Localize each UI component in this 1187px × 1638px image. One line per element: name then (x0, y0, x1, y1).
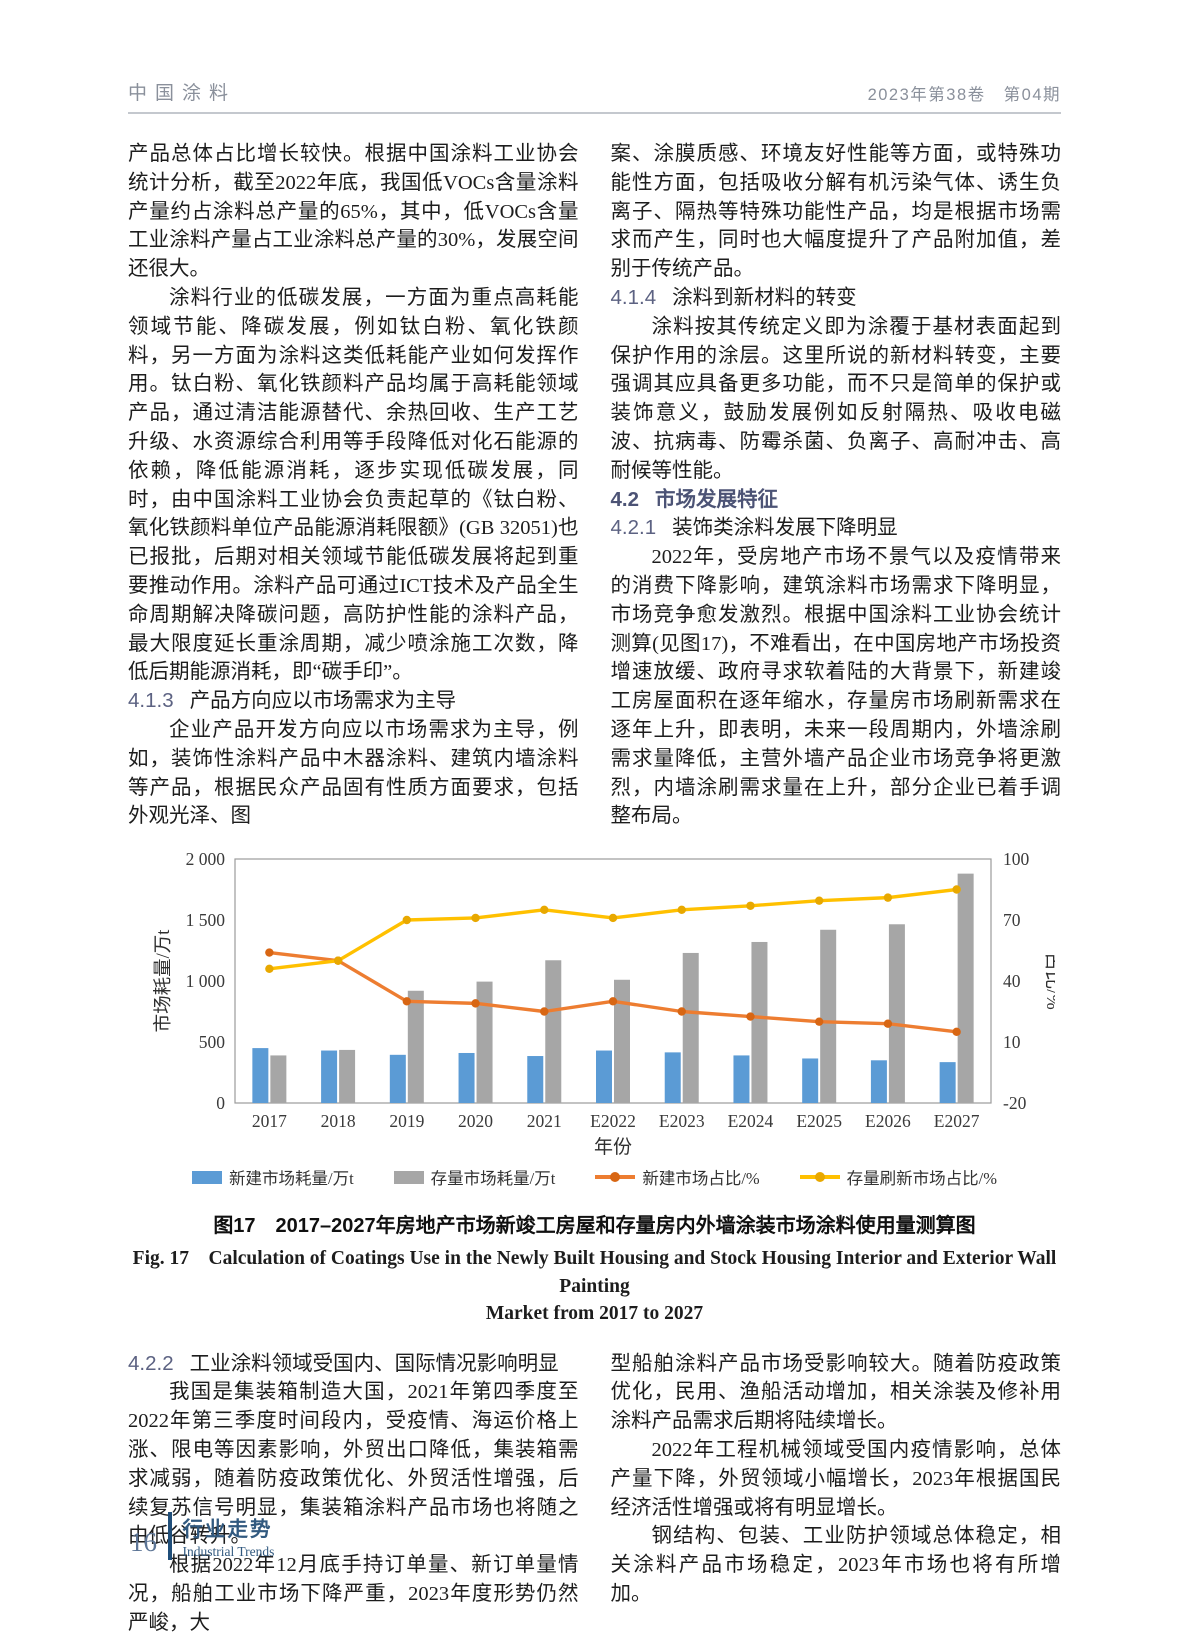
section-number: 4.1.3 (128, 689, 174, 713)
paragraph: 钢结构、包装、工业防护领域总体稳定，相关涂料产品市场稳定，2023年市场也将有所… (610, 1525, 1062, 1605)
issue-info: 2023年第38卷 第04期 (867, 86, 1061, 104)
paragraph: 根据2022年12月底手持订单量、新订单量情况，船舶工业市场下降严重，2023年… (128, 1554, 579, 1634)
svg-text:E2023: E2023 (658, 1111, 704, 1131)
section-heading-421: 4.2.1 装饰类涂料发展下降明显 (611, 514, 1062, 543)
svg-text:0: 0 (216, 1093, 225, 1113)
paragraph: 2022年工程机械领域受国内疫情影响，总体产量下降，外贸领域小幅增长，2023年… (610, 1439, 1062, 1519)
svg-text:1 500: 1 500 (185, 910, 225, 930)
svg-text:市场耗量/万t: 市场耗量/万t (153, 929, 174, 1033)
figure-caption-en-line2: Market from 2017 to 2027 (485, 1303, 704, 1325)
legend-swatch-line (799, 1172, 840, 1183)
svg-text:2017: 2017 (251, 1111, 286, 1131)
legend-label: 存量市场耗量/万t (430, 1169, 556, 1189)
section-title: 产品方向应以市场需求为主导 (189, 690, 457, 713)
figure17-chart: 0 500 1 000 1 500 2 000 -20 10 40 70 100 2017 2018 2… (128, 845, 1061, 1189)
legend-marker-dot (814, 1172, 825, 1183)
column-right-2: 型船舶涂料产品市场受影响较大。随着防疫政策优化，民用、渔船活动增加，相关涂装及修… (611, 1350, 1062, 1638)
legend-swatch-bar (393, 1170, 424, 1184)
section-heading-422: 4.2.2 工业涂料领域受国内、国际情况影响明显 (128, 1350, 579, 1379)
section-title: 装饰类涂料发展下降明显 (672, 517, 898, 540)
legend-item-3: 新建市场占比/% (595, 1165, 760, 1189)
paragraph: 产品总体占比增长较快。根据中国涂料工业协会统计分析，截至2022年底，我国低VO… (128, 143, 579, 281)
svg-text:70: 70 (1003, 910, 1021, 930)
svg-text:-20: -20 (1003, 1093, 1027, 1113)
legend-item-2: 存量市场耗量/万t (393, 1165, 556, 1189)
svg-text:1 000: 1 000 (185, 971, 225, 991)
svg-text:2021: 2021 (526, 1111, 561, 1131)
paragraph: 2022年，受房地产市场不景气以及疫情带来的消费下降影响，建筑涂料市场需求下降明… (610, 546, 1062, 828)
column-left-2: 4.2.2 工业涂料领域受国内、国际情况影响明显 我国是集装箱制造大国，2021年… (128, 1350, 579, 1638)
page-footer: 16 行业走势 Industrial Trends (130, 1512, 274, 1560)
paragraph: 涂料按其传统定义即为涂覆于基材表面起到保护作用的涂层。这里所说的新材料转变，主要… (610, 315, 1062, 482)
legend-label: 存量刷新市场占比/% (846, 1169, 998, 1189)
footer-page-number: 16 (130, 1526, 157, 1557)
legend-label: 新建市场占比/% (642, 1169, 760, 1189)
svg-text:2018: 2018 (320, 1111, 355, 1131)
paragraph: 我国是集装箱制造大国，2021年第四季度至2022年第三季度时间段内，受疫情、海… (128, 1381, 579, 1548)
svg-text:E2026: E2026 (865, 1111, 911, 1131)
column-right: 案、涂膜质感、环境友好性能等方面，或特殊功能性方面，包括吸收分解有机污染气体、诱… (611, 140, 1062, 831)
svg-text:E2022: E2022 (590, 1111, 636, 1131)
section-heading-42: 4.2 市场发展特征 (611, 486, 1062, 515)
legend-item-1: 新建市场耗量/万t (191, 1165, 354, 1189)
legend-marker-dot (610, 1172, 621, 1183)
section-heading-414: 4.1.4 涂料到新材料的转变 (611, 284, 1062, 313)
paragraph: 案、涂膜质感、环境友好性能等方面，或特殊功能性方面，包括吸收分解有机污染气体、诱… (610, 143, 1062, 281)
chart-legend: 新建市场耗量/万t 存量市场耗量/万t 新建市场占比/% 存量刷新市场占比/% (128, 1165, 1061, 1189)
section-title: 市场发展特征 (655, 487, 778, 511)
figure-caption-cn: 图17 2017–2027年房地产市场新竣工房屋和存量房内外墙涂装市场涂料使用量… (213, 1215, 976, 1238)
section-title: 涂料到新材料的转变 (672, 286, 857, 309)
svg-text:10: 10 (1003, 1032, 1021, 1052)
section-number: 4.2.1 (610, 516, 657, 540)
paragraph: 企业产品开发方向应以市场需求为主导，例如，装饰性涂料产品中木器涂料、建筑内墙涂料… (128, 718, 579, 828)
column-left: 产品总体占比增长较快。根据中国涂料工业协会统计分析，截至2022年底，我国低VO… (128, 140, 579, 831)
page-header: 中国涂料 2023年第38卷 第04期 (128, 78, 1061, 114)
legend-item-4: 存量刷新市场占比/% (799, 1165, 998, 1189)
article-columns-top: 产品总体占比增长较快。根据中国涂料工业协会统计分析，截至2022年底，我国低VO… (128, 140, 1061, 831)
figure17-chart-svg: 0 500 1 000 1 500 2 000 -20 10 40 70 100 2017 2018 2… (153, 849, 1055, 1158)
section-heading-413: 4.1.3 产品方向应以市场需求为主导 (128, 687, 579, 716)
figure-caption-en-line1: Fig. 17 Calculation of Coatings Use in t… (132, 1248, 1057, 1297)
svg-text:E2027: E2027 (933, 1111, 979, 1131)
svg-text:100: 100 (1003, 849, 1030, 869)
svg-text:2020: 2020 (458, 1111, 493, 1131)
journal-title: 中国涂料 (128, 83, 237, 104)
legend-swatch-bar (191, 1170, 222, 1184)
legend-label: 新建市场耗量/万t (228, 1169, 354, 1189)
paragraph: 涂料行业的低碳发展，一方面为重点高耗能领域节能、降碳发展，例如钛白粉、氧化铁颜料… (128, 286, 579, 684)
svg-text:40: 40 (1003, 971, 1021, 991)
section-title: 工业涂料领域受国内、国际情况影响明显 (189, 1352, 559, 1375)
paragraph: 型船舶涂料产品市场受影响较大。随着防疫政策优化，民用、渔船活动增加，相关涂装及修… (610, 1352, 1062, 1433)
svg-text:年份: 年份 (593, 1136, 631, 1158)
legend-swatch-line (595, 1172, 636, 1183)
svg-text:占比/%: 占比/% (1042, 952, 1055, 1010)
svg-text:500: 500 (198, 1032, 225, 1052)
svg-text:2 000: 2 000 (185, 849, 225, 869)
figure-caption-en: Fig. 17 Calculation of Coatings Use in t… (128, 1245, 1061, 1328)
footer-section: 行业走势 Industrial Trends (183, 1512, 275, 1560)
section-number: 4.1.4 (610, 285, 657, 309)
footer-section-title-cn: 行业走势 (182, 1518, 273, 1541)
section-number: 4.2.2 (128, 1351, 174, 1375)
footer-section-title-en: Industrial Trends (182, 1544, 275, 1559)
svg-text:2019: 2019 (389, 1111, 424, 1131)
article-columns-bottom: 4.2.2 工业涂料领域受国内、国际情况影响明显 我国是集装箱制造大国，2021年… (128, 1350, 1061, 1638)
section-number: 4.2 (610, 487, 640, 511)
svg-text:E2024: E2024 (727, 1111, 773, 1131)
footer-divider-bar (168, 1512, 172, 1560)
svg-text:E2025: E2025 (796, 1111, 842, 1131)
